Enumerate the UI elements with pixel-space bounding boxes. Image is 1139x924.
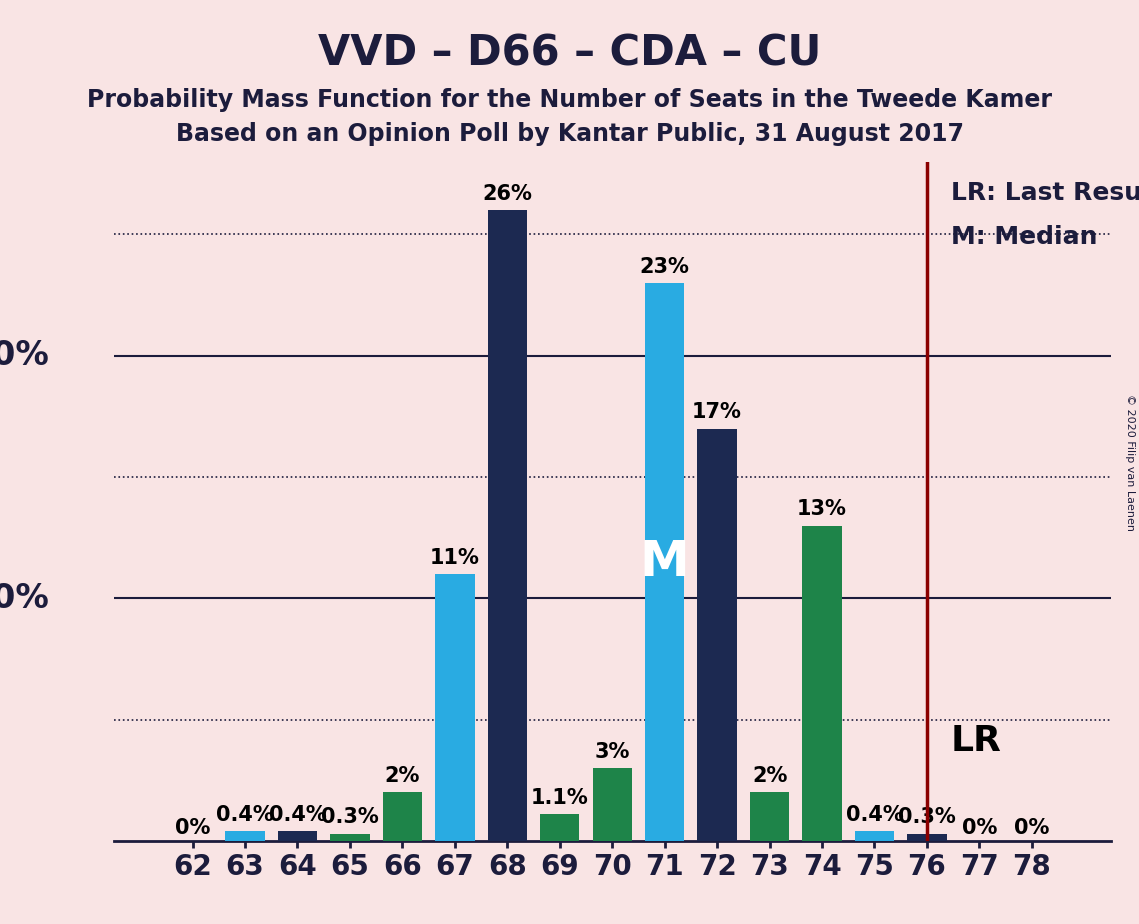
Bar [226,832,264,841]
Bar [278,832,317,841]
Text: LR: LR [951,724,1001,759]
Text: 0.3%: 0.3% [898,808,956,828]
Text: 3%: 3% [595,742,630,762]
Text: 0%: 0% [1014,819,1049,838]
Text: 2%: 2% [752,766,787,786]
Bar [802,526,842,841]
Text: Probability Mass Function for the Number of Seats in the Tweede Kamer: Probability Mass Function for the Number… [87,88,1052,112]
Bar [487,211,527,841]
Text: 10%: 10% [0,582,49,614]
Bar [697,429,737,841]
Text: 0.3%: 0.3% [321,808,379,828]
Text: 0.4%: 0.4% [216,805,273,825]
Text: 0%: 0% [961,819,997,838]
Bar [908,833,947,841]
Bar [854,832,894,841]
Text: 0.4%: 0.4% [269,805,327,825]
Text: M: M [640,538,689,586]
Text: 23%: 23% [640,257,689,277]
Bar [435,574,475,841]
Text: 0%: 0% [175,819,211,838]
Bar [540,814,580,841]
Bar [383,793,423,841]
Text: LR: Last Result: LR: Last Result [951,181,1139,205]
Text: 2%: 2% [385,766,420,786]
Text: M: Median: M: Median [951,225,1097,249]
Text: 20%: 20% [0,339,49,372]
Text: 26%: 26% [483,184,532,204]
Bar [749,793,789,841]
Bar [592,768,632,841]
Text: 11%: 11% [429,548,480,568]
Text: 1.1%: 1.1% [531,788,589,808]
Text: 17%: 17% [693,403,741,422]
Text: © 2020 Filip van Laenen: © 2020 Filip van Laenen [1125,394,1134,530]
Text: 13%: 13% [797,500,847,519]
Bar [330,833,370,841]
Text: Based on an Opinion Poll by Kantar Public, 31 August 2017: Based on an Opinion Poll by Kantar Publi… [175,122,964,146]
Text: 0.4%: 0.4% [845,805,903,825]
Text: VVD – D66 – CDA – CU: VVD – D66 – CDA – CU [318,32,821,74]
Bar [645,283,685,841]
